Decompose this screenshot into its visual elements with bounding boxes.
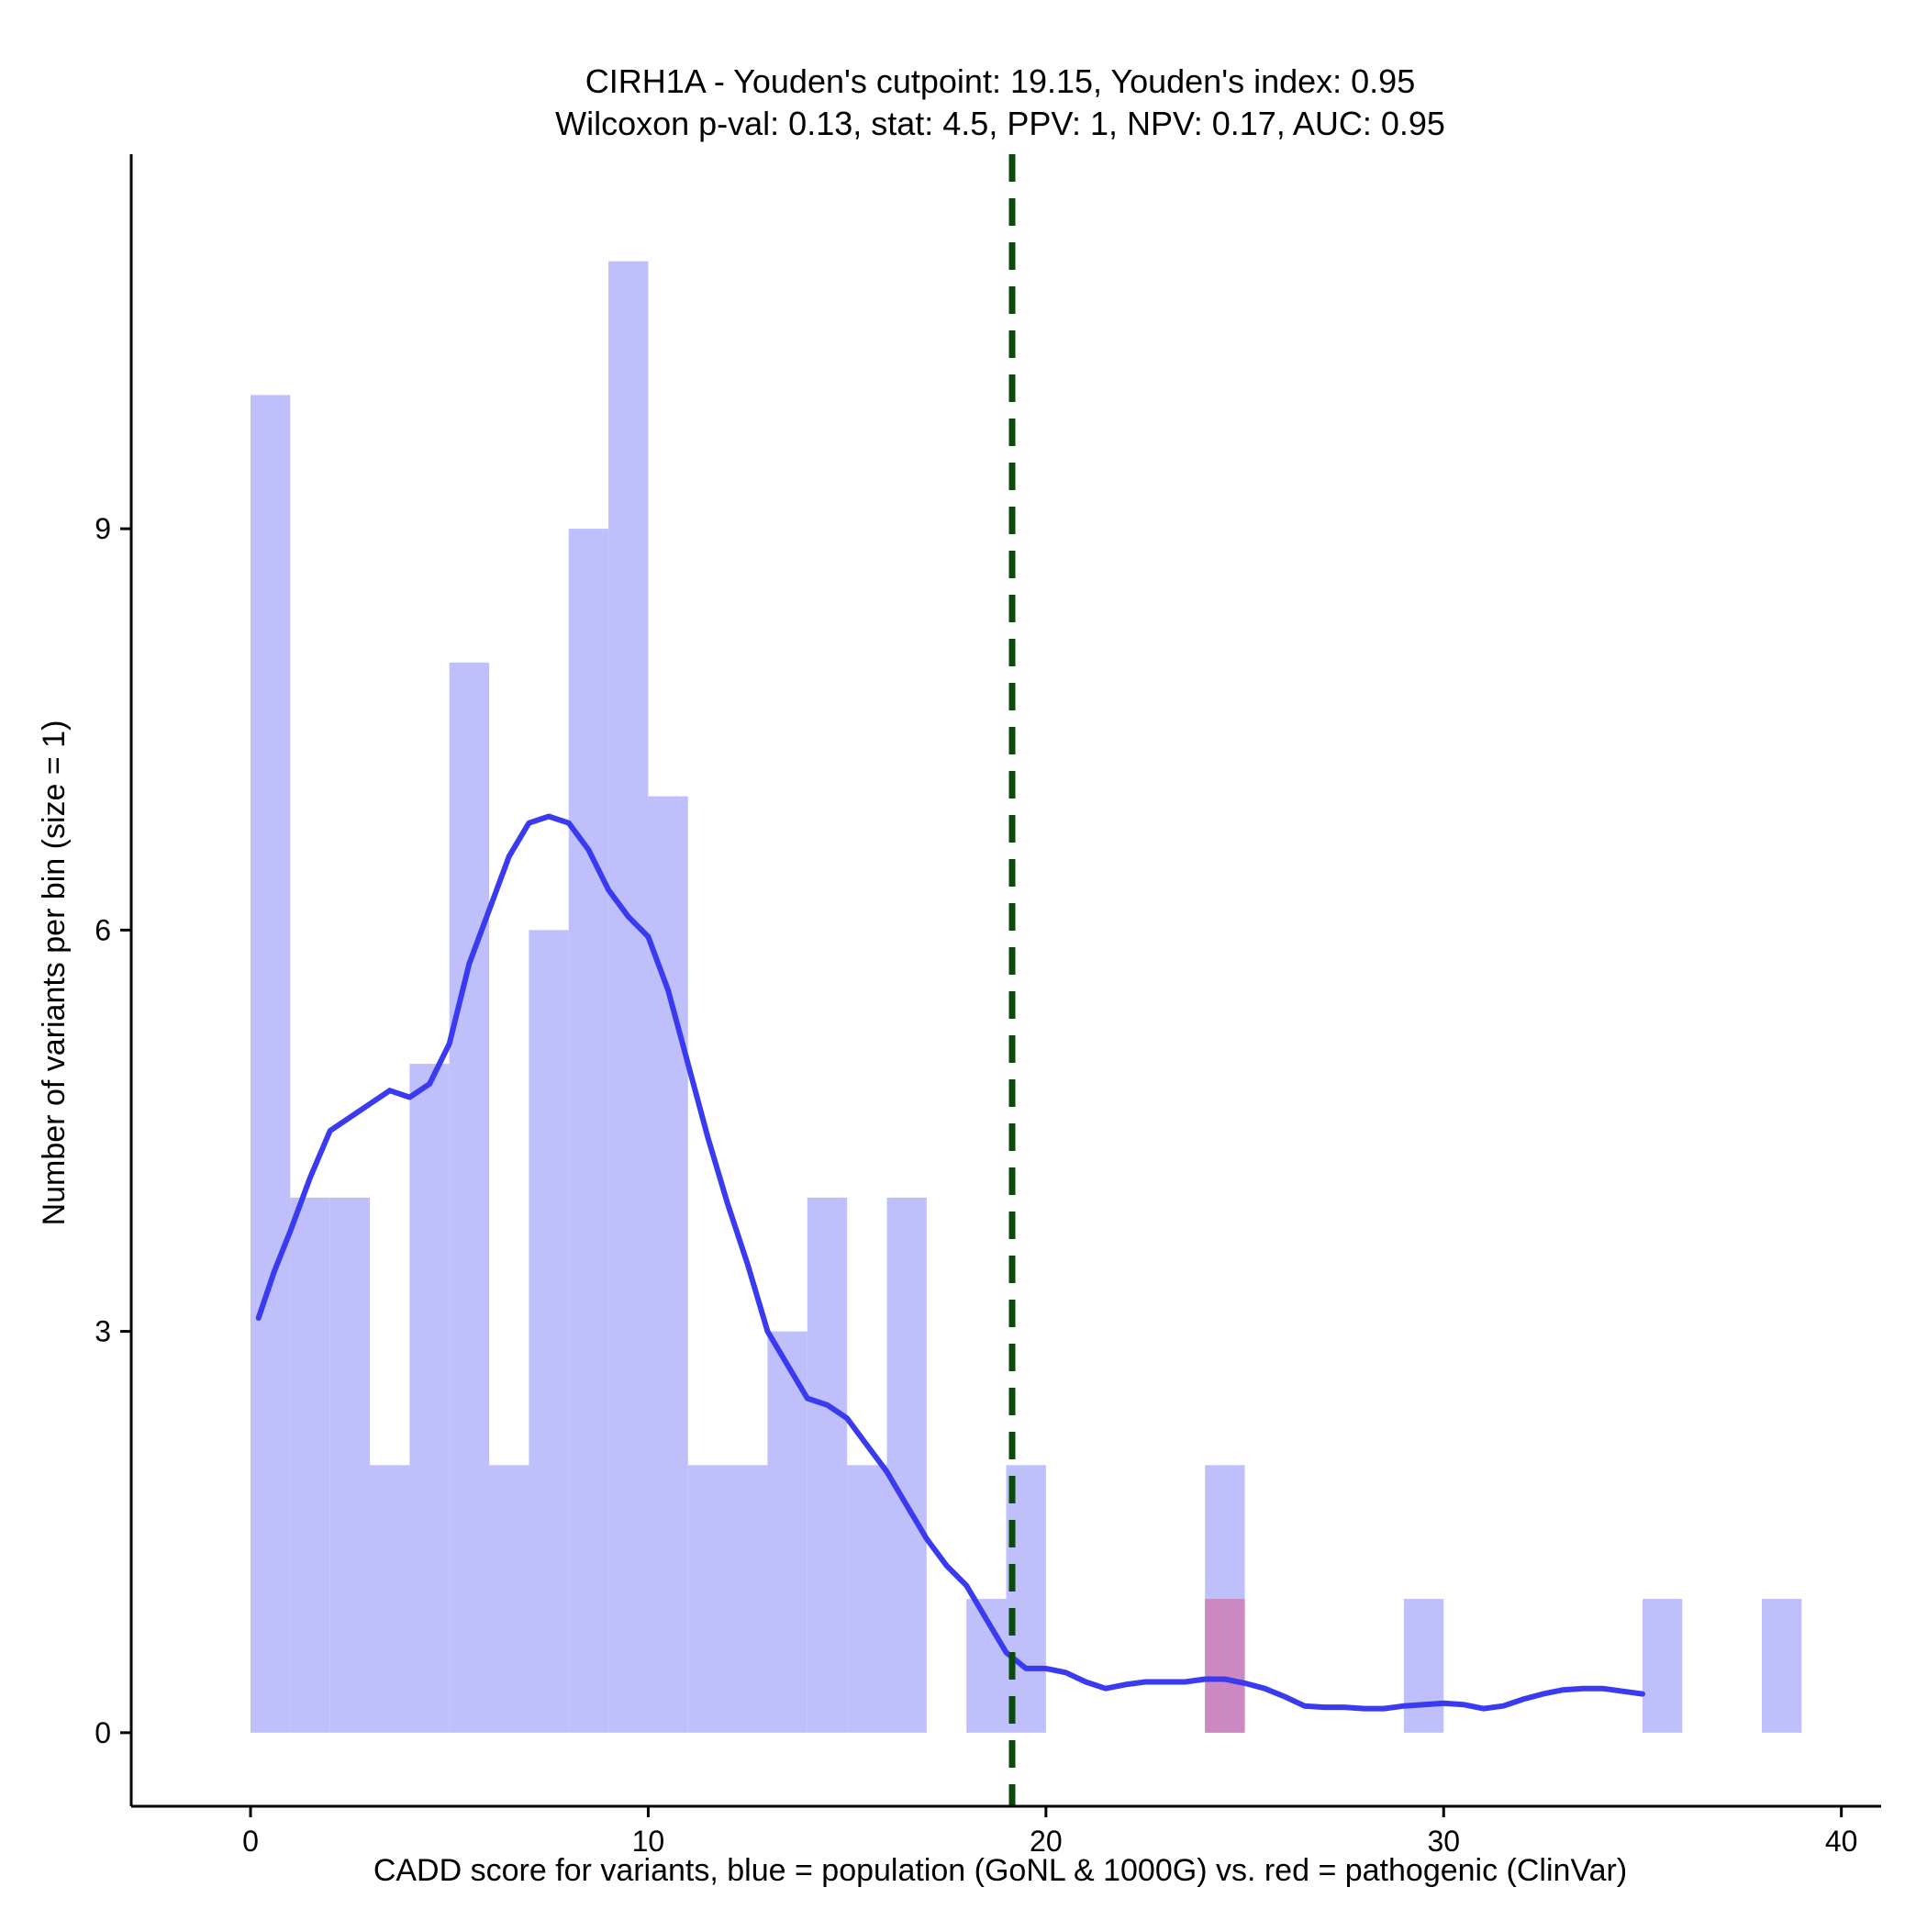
population-bar bbox=[608, 261, 649, 1733]
population-bar bbox=[1006, 1465, 1046, 1733]
x-axis-title: CADD score for variants, blue = populati… bbox=[373, 1853, 1627, 1888]
population-bar bbox=[568, 529, 609, 1733]
y-axis-title: Number of variants per bin (size = 1) bbox=[37, 720, 72, 1226]
population-bar bbox=[329, 1197, 371, 1733]
population-bar bbox=[251, 395, 291, 1733]
y-tick-label: 0 bbox=[95, 1716, 111, 1749]
population-density-curve bbox=[255, 813, 1645, 1712]
x-tick-label: 40 bbox=[1825, 1825, 1858, 1858]
population-bar bbox=[687, 1465, 729, 1733]
population-bar bbox=[886, 1197, 927, 1733]
population-bar bbox=[1642, 1599, 1683, 1733]
x-tick-label: 0 bbox=[242, 1825, 259, 1858]
y-tick-label: 9 bbox=[95, 512, 111, 545]
population-bar bbox=[807, 1197, 848, 1733]
chart-subtitle: Wilcoxon p-val: 0.13, stat: 4.5, PPV: 1,… bbox=[555, 105, 1445, 142]
population-bar bbox=[648, 796, 688, 1733]
population-bar bbox=[1761, 1599, 1802, 1733]
population-bar bbox=[489, 1465, 529, 1733]
population-bar bbox=[728, 1465, 768, 1733]
population-bar bbox=[847, 1465, 887, 1733]
y-tick-label: 3 bbox=[95, 1315, 111, 1348]
pathogenic-bar bbox=[1205, 1599, 1245, 1733]
population-bar bbox=[409, 1064, 450, 1733]
population-bar bbox=[529, 930, 569, 1733]
population-bar bbox=[370, 1465, 410, 1733]
x-tick-label: 20 bbox=[1030, 1825, 1063, 1858]
y-axis-ticks: 0 3 6 9 bbox=[95, 512, 131, 1749]
population-bar bbox=[767, 1331, 808, 1733]
population-bars bbox=[251, 261, 1802, 1733]
pathogenic-bars bbox=[1205, 1599, 1245, 1733]
chart-title: CIRH1A - Youden's cutpoint: 19.15, Youde… bbox=[585, 62, 1415, 100]
y-tick-label: 6 bbox=[95, 913, 111, 946]
population-bar bbox=[449, 662, 490, 1733]
x-tick-label: 10 bbox=[632, 1825, 665, 1858]
x-tick-label: 30 bbox=[1427, 1825, 1460, 1858]
population-bar bbox=[1403, 1599, 1444, 1733]
population-bar bbox=[290, 1197, 330, 1733]
x-axis-ticks: 0 10 20 30 40 bbox=[242, 1806, 1857, 1858]
